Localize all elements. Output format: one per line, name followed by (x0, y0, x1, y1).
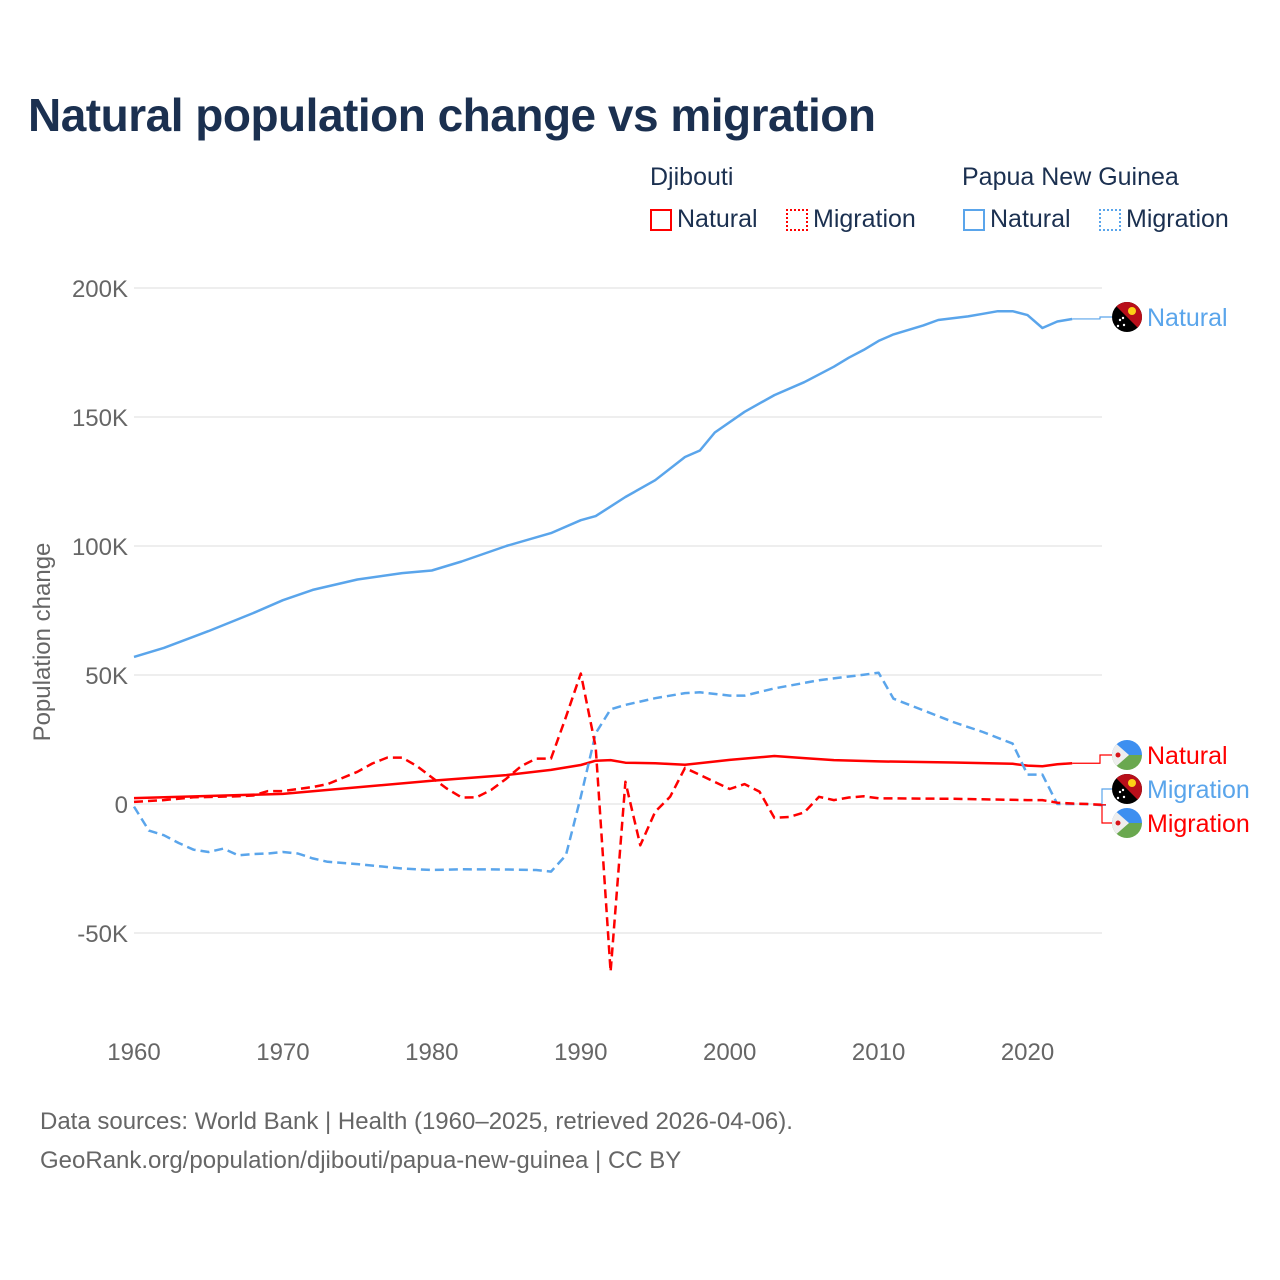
x-tick-label: 2000 (703, 1039, 756, 1066)
legend-swatch-solid-red (650, 208, 672, 231)
legend-label: Natural (677, 205, 758, 233)
series-line-papua-new-guinea-migration[interactable] (132, 671, 1103, 873)
label-connector (1072, 316, 1112, 320)
legend-djibouti-natural[interactable]: Natural (650, 205, 758, 234)
series-line-papua-new-guinea-natural[interactable] (133, 309, 1073, 659)
legend-png-migration[interactable]: Migration (1099, 205, 1229, 234)
legend-label: Migration (813, 205, 916, 233)
series-line-djibouti-natural[interactable] (133, 754, 1073, 800)
y-tick-label: 200K (72, 276, 128, 303)
legend-label: Migration (1126, 205, 1229, 233)
x-tick-label: 2010 (852, 1039, 905, 1066)
label-connector (1101, 804, 1112, 824)
series-end-label: Migration (1147, 776, 1250, 804)
x-tick-label: 1970 (256, 1039, 309, 1066)
x-tick-label: 1960 (107, 1039, 160, 1066)
legend-label: Natural (990, 205, 1071, 233)
series-end-label: Natural (1147, 742, 1228, 770)
legend-djibouti-migration[interactable]: Migration (786, 205, 916, 234)
footer-link[interactable]: GeoRank.org/population/djibouti/papua-ne… (40, 1147, 682, 1174)
y-tick-label: 50K (85, 663, 128, 690)
y-tick-label: -50K (77, 921, 128, 948)
legend-group-djibouti: Djibouti (650, 163, 734, 191)
y-tick-label: 0 (115, 792, 128, 819)
series-end-label: Natural (1147, 304, 1228, 332)
y-tick-label: 100K (72, 534, 128, 561)
legend-png-natural[interactable]: Natural (963, 205, 1071, 234)
y-tick-label: 150K (72, 405, 128, 432)
series-end-label: Migration (1147, 810, 1250, 838)
djibouti-flag-icon (1112, 740, 1142, 770)
x-tick-label: 1990 (554, 1039, 607, 1066)
x-tick-label: 1980 (405, 1039, 458, 1066)
legend-group-png: Papua New Guinea (962, 163, 1179, 191)
papua-new-guinea-flag-icon (1112, 774, 1142, 804)
label-connector (1101, 788, 1112, 806)
legend-swatch-dotted-red (786, 208, 808, 231)
chart-title: Natural population change vs migration (28, 89, 876, 141)
legend-swatch-dotted-blue (1099, 208, 1121, 231)
footer-sources: Data sources: World Bank | Health (1960–… (40, 1108, 793, 1135)
papua-new-guinea-flag-icon (1112, 302, 1142, 332)
y-axis-label: Population change (29, 543, 56, 742)
series-line-djibouti-migration[interactable] (133, 672, 1103, 973)
legend-swatch-solid-blue (963, 208, 985, 231)
label-connector (1072, 754, 1112, 764)
x-tick-label: 2020 (1001, 1039, 1054, 1066)
djibouti-flag-icon (1112, 808, 1142, 838)
